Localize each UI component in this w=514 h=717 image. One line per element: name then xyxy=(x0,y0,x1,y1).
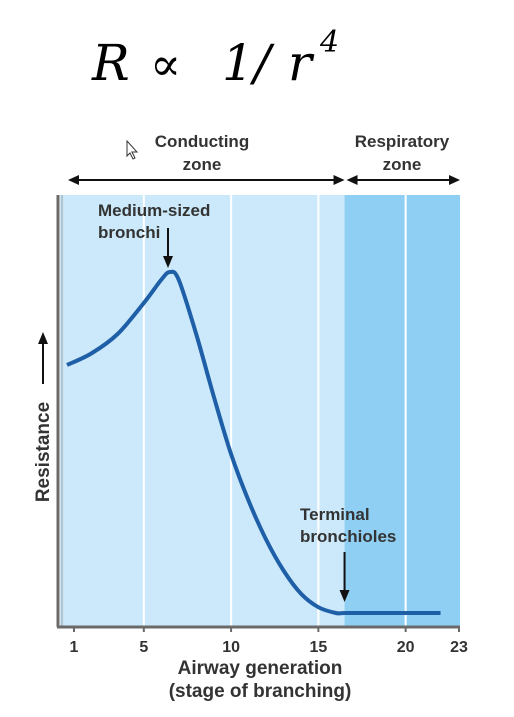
conducting-zone-label-sub: zone xyxy=(183,155,222,174)
x-tick-label: 10 xyxy=(222,639,240,656)
formula-lhs: R xyxy=(91,34,130,92)
x-axis-subtitle: (stage of branching) xyxy=(169,681,352,702)
respiratory-zone-background xyxy=(344,195,460,627)
plot-area: 1 5 10 15 20 23 xyxy=(56,195,468,656)
arrow-up-icon xyxy=(38,332,48,344)
formula: R ∝ 1/ r 4 xyxy=(91,25,339,92)
mouse-cursor-icon xyxy=(126,139,139,160)
terminal-bronchioles-label-sub: bronchioles xyxy=(300,527,396,546)
arrow-left-icon xyxy=(346,175,358,185)
arrow-right-icon xyxy=(449,175,460,185)
conducting-zone-background xyxy=(64,195,345,627)
x-axis-title: Airway generation xyxy=(178,658,343,679)
formula-variable: r xyxy=(288,34,315,92)
x-tick-label: 20 xyxy=(397,639,415,656)
respiratory-zone-label: Respiratory xyxy=(355,132,450,151)
formula-numerator: 1/ xyxy=(222,34,275,92)
formula-exponent: 4 xyxy=(319,25,339,60)
conducting-zone-label: Conducting xyxy=(155,132,249,151)
arrow-left-icon xyxy=(68,175,79,185)
x-tick-label: 5 xyxy=(139,639,148,656)
medium-bronchi-label-sub: bronchi xyxy=(98,223,160,242)
resistance-curve xyxy=(66,269,441,616)
arrow-down-icon xyxy=(163,256,173,268)
medium-bronchi-label: Medium-sized xyxy=(98,201,210,220)
x-tick-label: 23 xyxy=(450,639,468,656)
arrow-down-icon xyxy=(339,590,350,602)
arrow-right-icon xyxy=(333,175,345,185)
x-tick-label: 1 xyxy=(70,639,79,656)
respiratory-zone-label-sub: zone xyxy=(383,155,422,174)
terminal-bronchioles-label: Terminal xyxy=(300,505,370,524)
formula-proportional: ∝ xyxy=(150,37,181,91)
y-axis-title: Resistance xyxy=(33,402,54,502)
x-tick-label: 15 xyxy=(309,639,327,656)
